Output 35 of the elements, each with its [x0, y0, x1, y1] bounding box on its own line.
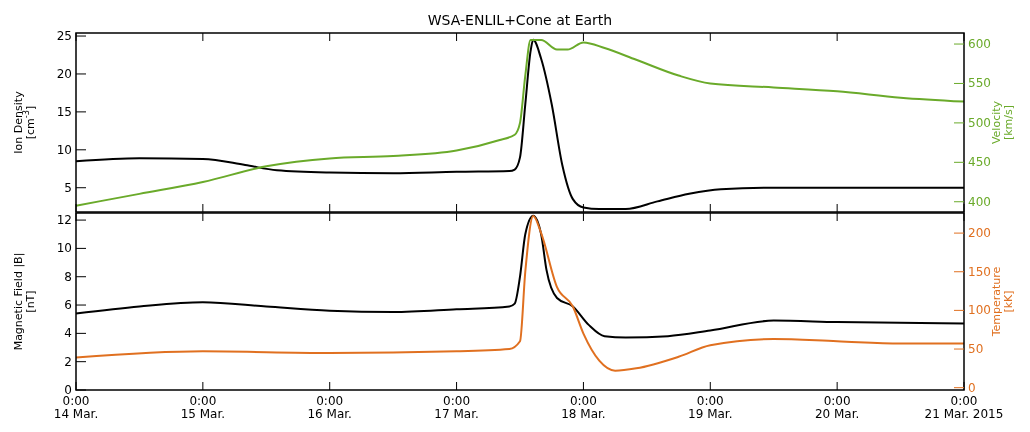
y-tick-label: 6: [64, 298, 72, 313]
y-tick-label: 25: [56, 29, 72, 44]
x-tick-label: 0:00 18 Mar.: [561, 394, 606, 421]
x-tick-label: 0:00 16 Mar.: [307, 394, 352, 421]
y2-tick-label: 400: [968, 194, 991, 209]
x-tick-label: 0:00 14 Mar.: [53, 394, 99, 421]
y2-tick-label: 450: [968, 155, 991, 170]
chart-title: WSA-ENLIL+Cone at Earth: [427, 12, 613, 28]
x-tick-label: 0:00 15 Mar.: [180, 394, 226, 421]
y-tick-label: 2: [64, 354, 72, 369]
y-tick-label: 4: [64, 326, 72, 341]
y-axis-title: Magnetic Field |B| [nT]: [12, 252, 37, 351]
y2-axis-title: Temperature [kK]: [990, 266, 1015, 338]
y-tick-label: 20: [56, 66, 72, 81]
y2-tick-label: 50: [968, 342, 984, 357]
y2-tick-label: 550: [968, 76, 991, 91]
y2-tick-label: 150: [968, 264, 991, 279]
y-tick-label: 8: [64, 269, 72, 284]
y-tick-label: 15: [56, 104, 72, 119]
y2-axis-title: Velocity [km/s]: [990, 100, 1015, 145]
x-tick-label: 0:00 21 Mar. 2015: [924, 394, 1004, 421]
y-tick-label: 12: [56, 213, 72, 228]
y2-tick-label: 600: [968, 37, 991, 52]
line-series: [75, 215, 965, 372]
x-tick-label: 0:00 20 Mar.: [814, 394, 860, 421]
y2-tick-label: 200: [968, 226, 991, 241]
y2-tick-label: 100: [968, 303, 991, 318]
y-tick-label: 5: [64, 180, 72, 195]
x-tick-label: 0:00 17 Mar.: [434, 394, 479, 421]
x-tick-label: 0:00 19 Mar.: [688, 394, 733, 421]
y2-tick-label: 0: [968, 380, 976, 395]
y2-tick-label: 500: [968, 115, 991, 130]
y-tick-label: 10: [56, 241, 72, 256]
y-tick-label: 10: [56, 142, 72, 157]
y-tick-label: 0: [64, 383, 72, 397]
